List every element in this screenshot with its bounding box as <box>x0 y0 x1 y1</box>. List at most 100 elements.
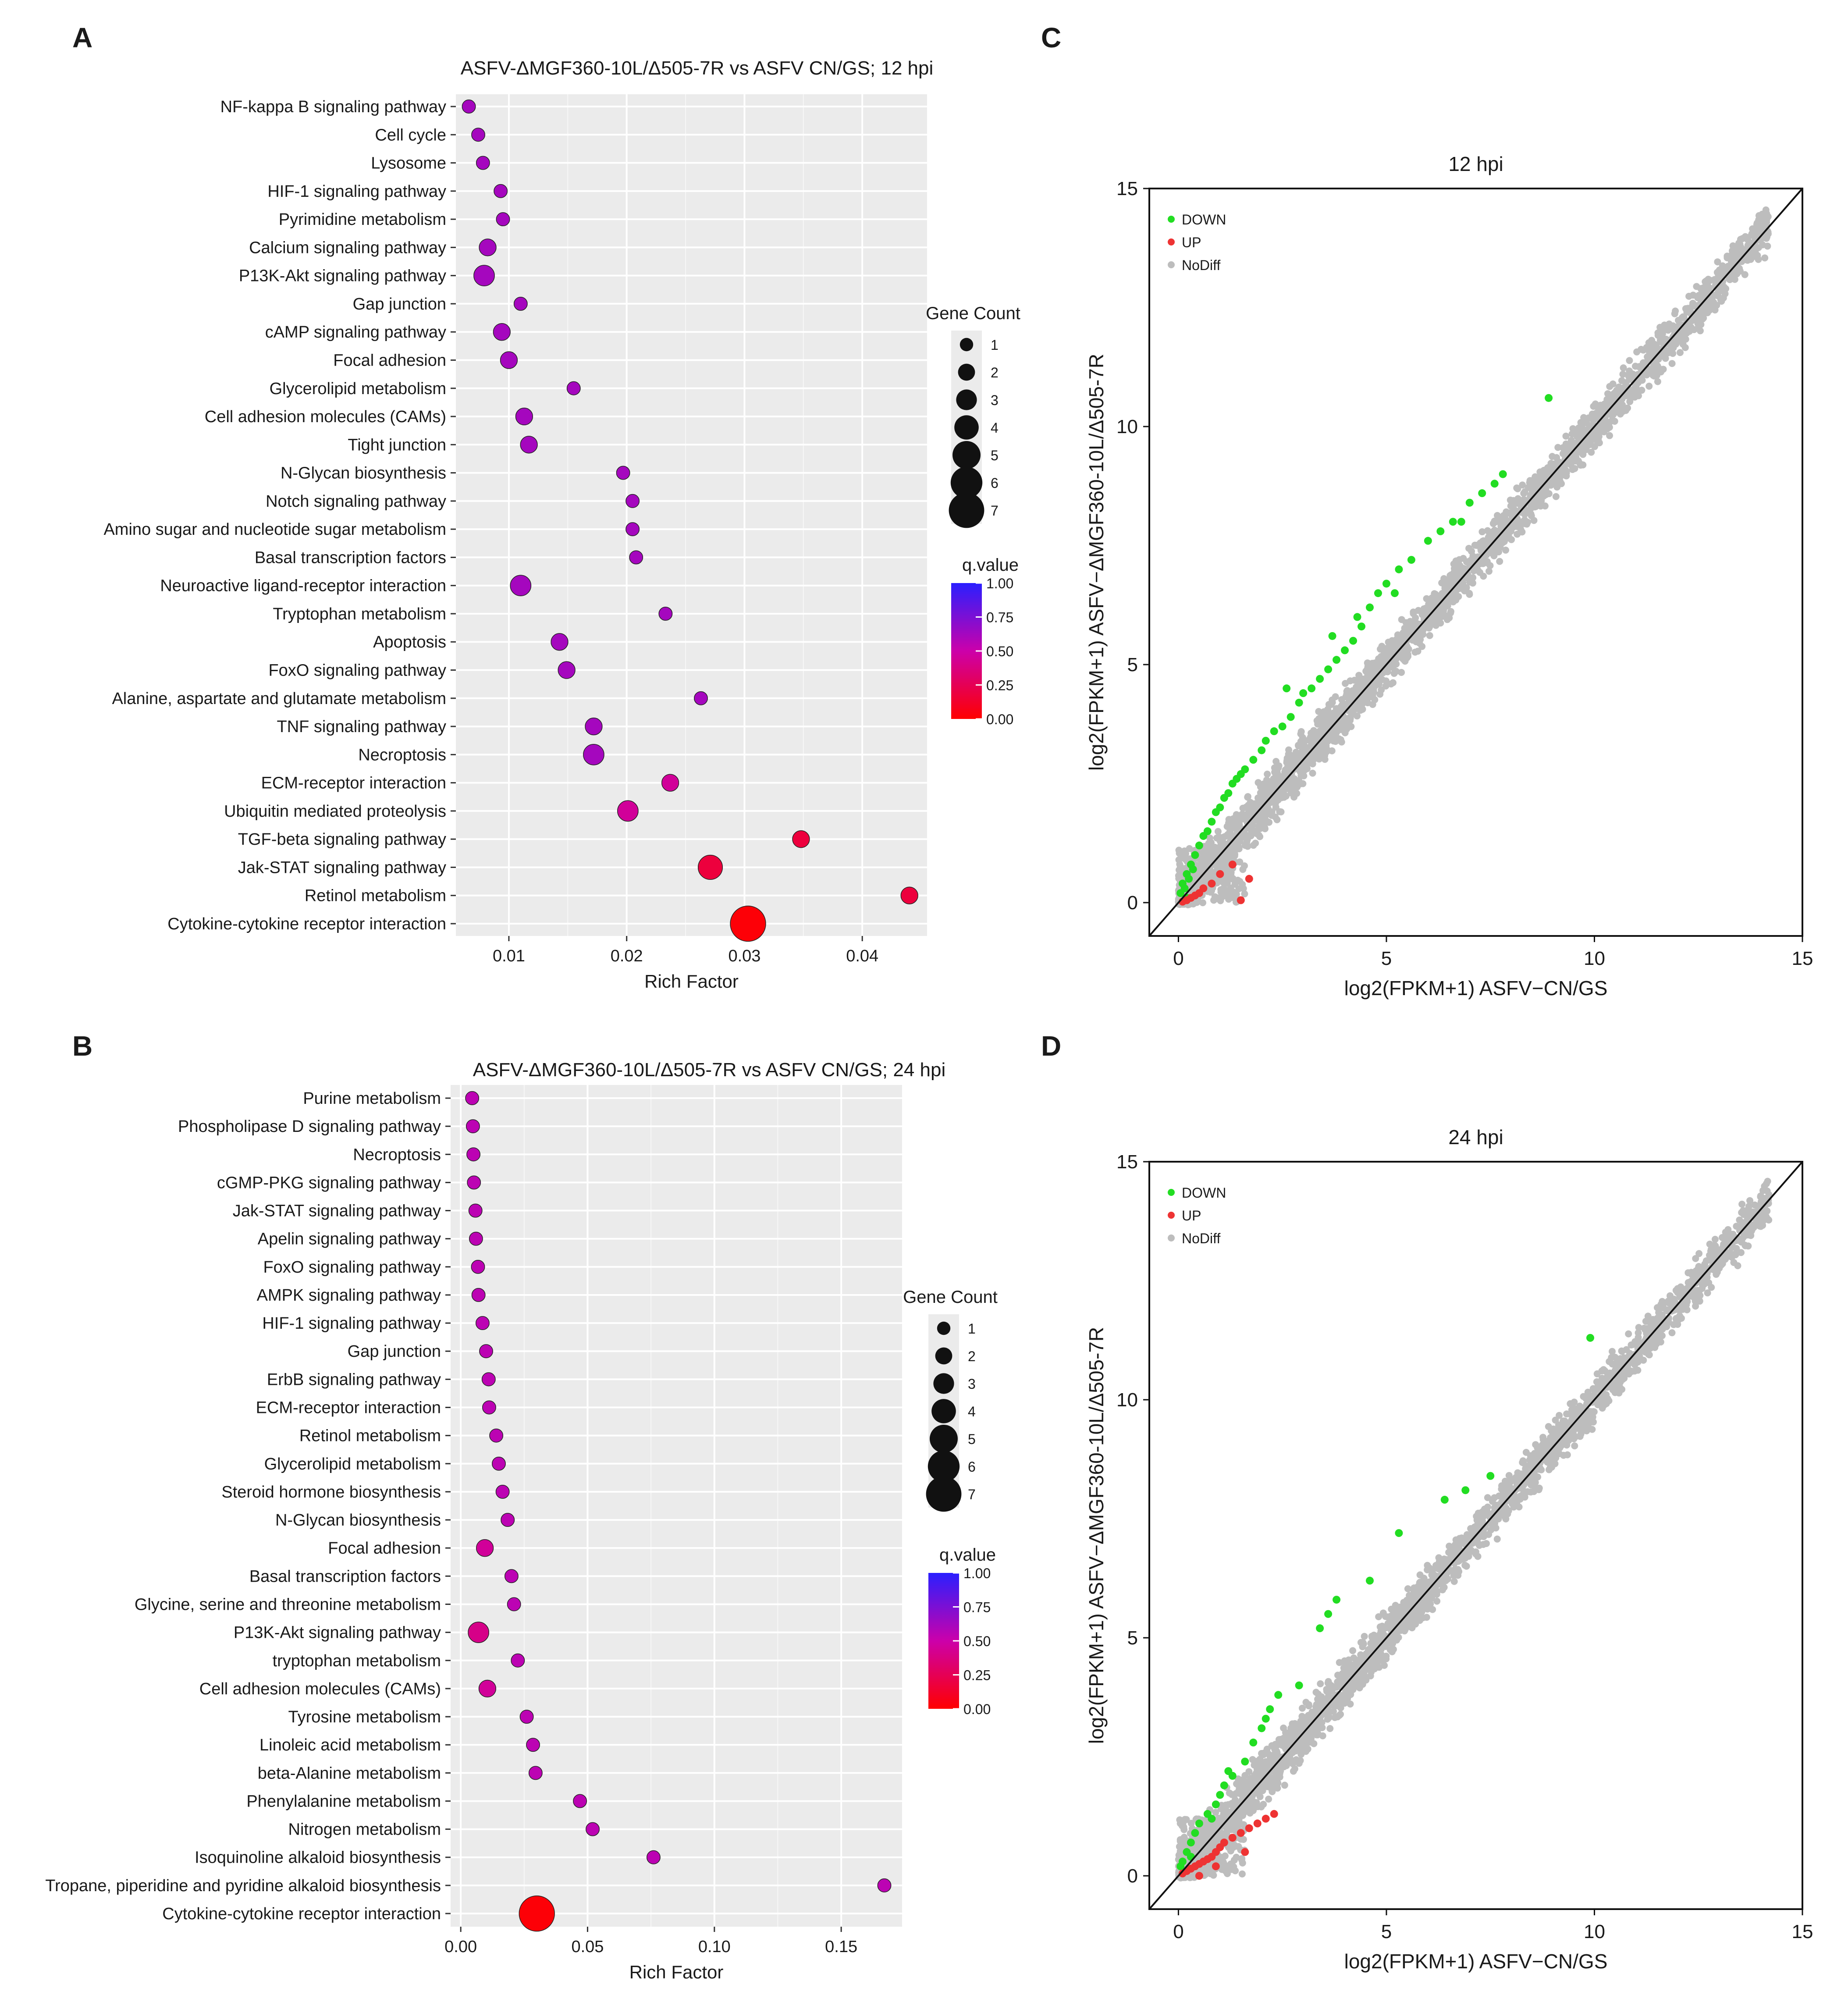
panel-label: A <box>72 22 92 53</box>
nodiff-point <box>1398 649 1406 656</box>
nodiff-point <box>1343 726 1350 733</box>
nodiff-point <box>1288 760 1295 768</box>
category-label: FoxO signaling pathway <box>263 1258 441 1277</box>
y-axis-label: log2(FPKM+1) ASFV−ΔMGF360-10L/Δ505-7R <box>1085 354 1108 771</box>
nodiff-point <box>1521 516 1528 524</box>
nodiff-point <box>1354 676 1361 684</box>
nodiff-point <box>1647 367 1655 375</box>
nodiff-point <box>1413 620 1420 627</box>
nodiff-point <box>1244 811 1251 819</box>
nodiff-point <box>1674 337 1682 345</box>
nodiff-point <box>1704 1289 1711 1297</box>
x-tick-label: 10 <box>1584 948 1605 969</box>
gene-count-legend-label: 7 <box>991 503 999 519</box>
bubble-point <box>465 1091 480 1105</box>
category-label: Basal transcription factors <box>255 548 446 567</box>
nodiff-point <box>1471 541 1478 549</box>
bubble-point <box>694 691 708 705</box>
nodiff-point <box>1233 824 1240 831</box>
gene-count-legend-dot <box>958 363 975 381</box>
down-point <box>1283 684 1291 693</box>
nodiff-point <box>1240 862 1248 870</box>
nodiff-point <box>1240 885 1247 892</box>
nodiff-point <box>1212 847 1219 855</box>
legend-marker <box>1168 216 1175 223</box>
nodiff-point <box>1401 658 1409 665</box>
category-label: Calcium signaling pathway <box>249 238 446 257</box>
nodiff-point <box>1233 1790 1240 1797</box>
nodiff-point <box>1700 284 1707 292</box>
nodiff-point <box>1626 357 1633 364</box>
nodiff-point <box>1176 863 1184 870</box>
nodiff-point <box>1478 528 1486 536</box>
nodiff-point <box>1210 1871 1217 1879</box>
nodiff-point <box>1606 432 1613 439</box>
down-point <box>1478 489 1486 498</box>
nodiff-point <box>1218 836 1225 844</box>
bubble-point <box>504 1569 519 1583</box>
nodiff-point <box>1297 728 1305 735</box>
bubble-point <box>491 1456 506 1471</box>
gene-count-legend-dot <box>930 1425 958 1453</box>
category-label: Retinol metabolism <box>305 887 446 905</box>
nodiff-point <box>1622 384 1630 392</box>
nodiff-point <box>1551 466 1558 474</box>
bubble-point <box>466 1119 480 1134</box>
nodiff-point <box>1500 1491 1507 1499</box>
gene-count-legend-dot <box>926 1476 962 1512</box>
nodiff-point <box>1755 256 1762 263</box>
category-label: ECM-receptor interaction <box>261 774 446 793</box>
nodiff-point <box>1212 1809 1219 1816</box>
category-label: Gap junction <box>348 1342 441 1361</box>
category-label: beta-Alanine metabolism <box>258 1764 441 1782</box>
nodiff-point <box>1597 422 1604 429</box>
nodiff-point <box>1620 364 1627 372</box>
bubble-point <box>467 1175 481 1190</box>
bubble-point <box>617 800 639 822</box>
up-point <box>1237 896 1245 904</box>
nodiff-point <box>1747 256 1755 263</box>
bubble-point <box>513 296 528 311</box>
nodiff-point <box>1757 224 1765 231</box>
diagonal-line <box>1148 188 1803 937</box>
nodiff-point <box>1469 580 1476 587</box>
nodiff-point <box>1337 736 1344 743</box>
nodiff-point <box>1398 669 1405 676</box>
q-value-legend-title: q.value <box>962 555 1019 575</box>
nodiff-point <box>1535 501 1542 509</box>
up-point <box>1216 870 1224 878</box>
bubble-point <box>528 1766 543 1780</box>
bubble-point <box>462 100 476 114</box>
nodiff-point <box>1217 897 1224 904</box>
nodiff-point <box>1244 801 1252 809</box>
nodiff-point <box>1255 779 1262 786</box>
category-label: Notch signaling pathway <box>266 492 446 511</box>
nodiff-point <box>1694 294 1702 302</box>
down-point <box>1382 580 1390 588</box>
nodiff-point <box>1371 659 1379 667</box>
category-label: TGF-beta signaling pathway <box>238 830 446 849</box>
nodiff-point <box>1646 347 1654 355</box>
nodiff-point <box>1201 879 1209 886</box>
nodiff-point <box>1467 556 1475 564</box>
bubble-point <box>661 774 679 792</box>
nodiff-point <box>1597 402 1604 409</box>
nodiff-point <box>1679 341 1687 348</box>
bubble-point <box>629 550 643 565</box>
nodiff-point <box>1227 1846 1235 1853</box>
nodiff-point <box>1635 1324 1642 1331</box>
nodiff-point <box>1701 299 1708 306</box>
nodiff-point <box>1433 1597 1441 1605</box>
category-label: FoxO signaling pathway <box>268 662 446 680</box>
category-label: Pyrimidine metabolism <box>279 210 446 229</box>
nodiff-point <box>1562 432 1570 440</box>
down-point <box>1308 684 1316 693</box>
nodiff-point <box>1475 1542 1483 1549</box>
nodiff-point <box>1662 355 1669 362</box>
category-label: Glycerolipid metabolism <box>264 1455 441 1473</box>
down-point <box>1258 746 1266 754</box>
nodiff-point <box>1244 843 1251 850</box>
category-label: Phospholipase D signaling pathway <box>178 1117 441 1136</box>
nodiff-point <box>1329 720 1336 727</box>
